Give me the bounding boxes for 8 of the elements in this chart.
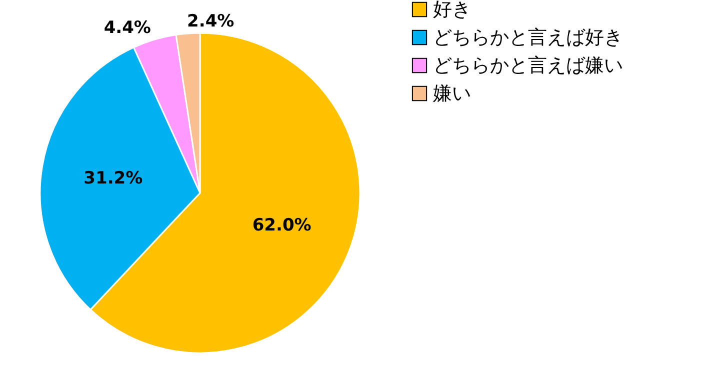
data-label: 62.0% bbox=[252, 215, 312, 236]
legend-label: 嫌い bbox=[433, 82, 471, 104]
legend-label: どちらかと言えば好き bbox=[433, 26, 623, 48]
legend-label: どちらかと言えば嫌い bbox=[433, 54, 623, 76]
legend-label: 好き bbox=[433, 0, 471, 20]
data-label: 4.4% bbox=[104, 18, 151, 38]
data-label: 31.2% bbox=[84, 168, 143, 189]
data-label: 2.4% bbox=[187, 11, 234, 32]
